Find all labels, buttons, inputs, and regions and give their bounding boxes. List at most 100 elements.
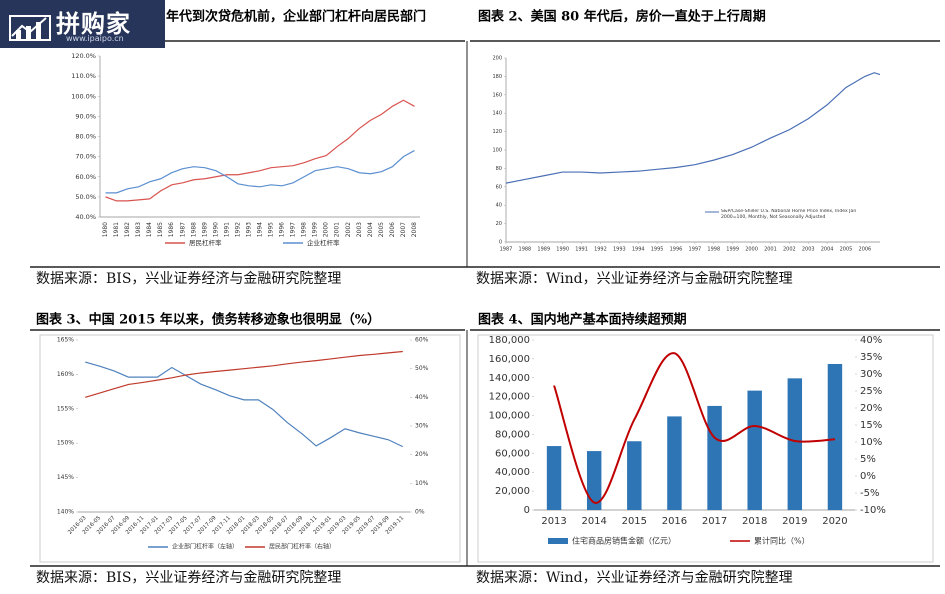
- chart-title: 图表 4、国内地产基本面持续超预期: [478, 312, 687, 328]
- line-series: [505, 72, 881, 184]
- y-tick-label: 60.0%: [75, 173, 96, 181]
- y-tick-label: 70.0%: [75, 153, 96, 161]
- source-note: 数据来源：Wind，兴业证券经济与金融研究院整理: [476, 570, 793, 586]
- x-tick-label: 2003: [802, 247, 815, 253]
- line-series: [105, 99, 415, 202]
- x-tick-label: 2006: [389, 222, 396, 237]
- y-tick-label: 165%: [57, 337, 74, 344]
- legend-label: 居民杠杆率: [189, 238, 222, 247]
- y-tick-label: 155%: [57, 405, 74, 412]
- bar: [546, 446, 562, 510]
- y-tick-label: 145%: [57, 474, 74, 481]
- x-tick-label: 2005: [378, 222, 385, 237]
- x-tick-label: 2004: [367, 222, 374, 237]
- bar: [586, 451, 602, 510]
- y-tick-label: 200: [492, 56, 502, 62]
- y2-tick-label: 10%: [860, 437, 882, 448]
- x-tick-label: 1986: [168, 222, 175, 237]
- y2-tick-label: 25%: [860, 386, 882, 397]
- x-tick-label: 1981: [113, 222, 120, 237]
- x-tick-label: 1987: [179, 222, 186, 237]
- y-tick-label: 80,000: [495, 429, 530, 440]
- y-tick-label: 180,000: [489, 335, 530, 346]
- x-tick-label: 1998: [707, 247, 720, 253]
- bar: [827, 363, 843, 510]
- x-tick-label: 2004: [821, 247, 834, 253]
- chart-frame: [477, 334, 934, 563]
- x-tick-label: 2007: [400, 222, 407, 237]
- x-tick-label: 2005: [840, 247, 853, 253]
- x-tick-label: 2013: [541, 516, 566, 527]
- legend-label: 住宅商品房销售金额（亿元）: [572, 536, 676, 546]
- y-tick-label: 80: [496, 166, 502, 172]
- x-tick-label: 2018: [742, 516, 767, 527]
- y-tick-label: 40,000: [495, 467, 530, 478]
- source-note: 数据来源：BIS，兴业证券经济与金融研究院整理: [36, 271, 341, 287]
- y-tick-label: 90.0%: [75, 112, 96, 120]
- y2-tick-label: 5%: [860, 454, 876, 465]
- y-tick-label: 160,000: [489, 354, 530, 365]
- y2-tick-label: 15%: [860, 420, 882, 431]
- x-tick-label: 1996: [279, 222, 286, 237]
- source-note: 数据来源：Wind，兴业证券经济与金融研究院整理: [476, 271, 793, 287]
- y-tick-label: 0: [524, 505, 530, 516]
- legend-label: 企业杠杆率: [307, 238, 340, 247]
- legend-label: 累计同比（%）: [754, 536, 810, 546]
- x-tick-label: 2003: [356, 222, 363, 237]
- x-tick-label: 2019: [782, 516, 807, 527]
- y-tick-label: 160: [492, 92, 502, 98]
- y2-tick-label: 0%: [860, 471, 876, 482]
- y2-tick-label: 40%: [860, 335, 882, 346]
- y-tick-label: 0: [499, 240, 502, 246]
- source-note: 数据来源：BIS，兴业证券经济与金融研究院整理: [36, 570, 341, 586]
- x-tick-label: 1995: [651, 247, 664, 253]
- y2-tick-label: 30%: [415, 423, 429, 430]
- bar: [787, 378, 803, 510]
- y-tick-label: 60,000: [495, 448, 530, 459]
- watermark: 拼购家 www.ipaipo.cn: [0, 0, 165, 48]
- y-tick-label: 110.0%: [71, 72, 96, 80]
- x-tick-label: 1989: [537, 247, 550, 253]
- y-tick-label: 100: [492, 148, 502, 154]
- y-tick-label: 120: [492, 129, 502, 135]
- bar: [627, 441, 642, 510]
- x-tick-label: 1995: [268, 222, 275, 237]
- y-tick-label: 100,000: [489, 411, 530, 422]
- line-series: [85, 361, 404, 448]
- y2-tick-label: 50%: [415, 365, 429, 372]
- x-tick-label: 1984: [146, 222, 153, 237]
- legend-swatch: [548, 538, 568, 544]
- y-tick-label: 60: [496, 184, 502, 190]
- y2-tick-label: 20%: [860, 403, 882, 414]
- x-tick-label: 1983: [135, 222, 142, 237]
- chart-title: 图表 2、美国 80 年代后，房价一直处于上行周期: [478, 9, 766, 25]
- legend-label: 企业部门杠杆率（左轴）: [172, 543, 238, 551]
- y-tick-label: 80.0%: [75, 133, 96, 141]
- x-tick-label: 1992: [594, 247, 607, 253]
- chart-title: 年代到次贷危机前，企业部门杠杆向居民部门: [166, 9, 426, 25]
- x-tick-label: 1990: [212, 222, 219, 237]
- x-tick-label: 1999: [726, 247, 739, 253]
- x-tick-label: 1989: [201, 222, 208, 237]
- x-tick-label: 1996: [670, 247, 683, 253]
- y-tick-label: 140: [492, 111, 502, 117]
- x-tick-label: 1991: [223, 222, 230, 237]
- x-tick-label: 1982: [124, 222, 131, 237]
- y-tick-label: 150%: [57, 440, 74, 447]
- line-series: [85, 350, 403, 398]
- x-tick-label: 2017: [702, 516, 727, 527]
- line-series: [105, 150, 415, 194]
- logo-icon: [9, 15, 51, 41]
- y-tick-label: 140,000: [489, 373, 530, 384]
- y-tick-label: 160%: [57, 371, 74, 378]
- y2-tick-label: 30%: [860, 369, 882, 380]
- y2-tick-label: 60%: [415, 337, 429, 344]
- y-tick-label: 20,000: [495, 486, 530, 497]
- x-tick-label: 2000: [323, 222, 330, 237]
- x-tick-label: 1997: [290, 222, 297, 237]
- y2-tick-label: 20%: [415, 451, 429, 458]
- x-tick-label: 2016: [662, 516, 687, 527]
- bar: [747, 390, 762, 510]
